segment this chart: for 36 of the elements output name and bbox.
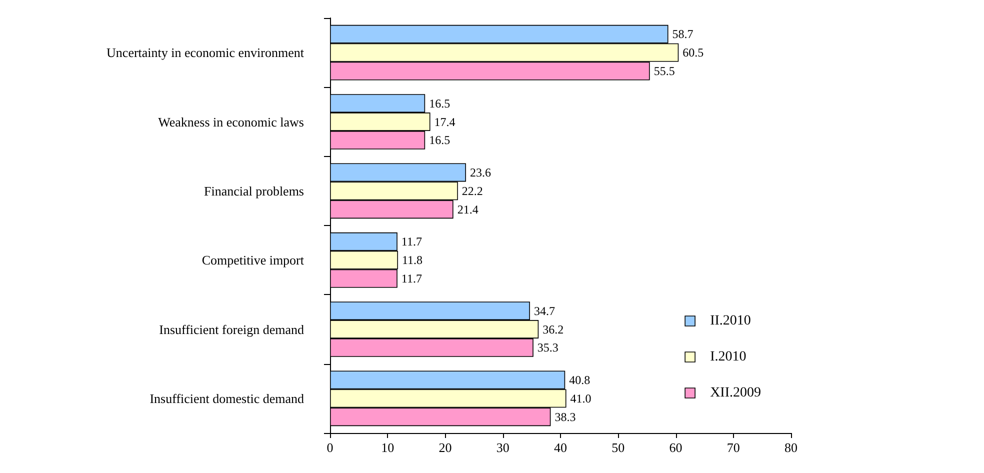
data-label: 58.7 (672, 27, 694, 42)
legend-label: II.2010 (710, 314, 751, 328)
y-tick-label: Competitive import (202, 252, 304, 268)
data-label: 16.5 (429, 133, 450, 148)
y-tick-label: Insufficient domestic demand (150, 390, 304, 406)
data-label: 41.0 (570, 391, 592, 406)
x-tick-label: 0 (326, 440, 334, 455)
data-label: 11.8 (402, 253, 423, 268)
legend-label: XII.2009 (710, 386, 762, 400)
data-label: 55.5 (654, 64, 675, 78)
legend-label: I.2010 (710, 350, 746, 364)
data-label: 35.3 (537, 340, 558, 355)
y-tick-label: Weakness in economic laws (158, 114, 304, 130)
data-label: 40.8 (569, 372, 590, 387)
y-tick-label: Uncertainty in economic environment (106, 45, 304, 60)
data-label: 16.5 (429, 96, 450, 110)
y-tick-label: Financial problems (204, 183, 304, 198)
data-label: 21.4 (457, 202, 478, 216)
data-label: 60.5 (682, 46, 704, 60)
data-label: 34.7 (534, 304, 555, 318)
x-tick-label: 60 (669, 440, 682, 455)
x-tick-label: 80 (784, 440, 798, 455)
x-tick-label: 70 (726, 440, 740, 455)
data-label: 11.7 (401, 234, 422, 249)
x-tick-label: 40 (554, 440, 567, 455)
x-tick-label: 50 (612, 440, 625, 455)
data-label: 38.3 (554, 410, 576, 424)
x-tick-label: 10 (381, 440, 394, 455)
x-tick-label: 30 (496, 440, 510, 455)
data-label: 11.7 (401, 272, 422, 286)
data-label: 36.2 (542, 322, 564, 336)
data-label: 17.4 (434, 114, 456, 129)
x-tick-label: 20 (438, 440, 452, 455)
data-label: 22.2 (462, 184, 483, 198)
y-tick-label: Insufficient foreign demand (159, 322, 304, 337)
data-label: 23.6 (470, 165, 491, 180)
